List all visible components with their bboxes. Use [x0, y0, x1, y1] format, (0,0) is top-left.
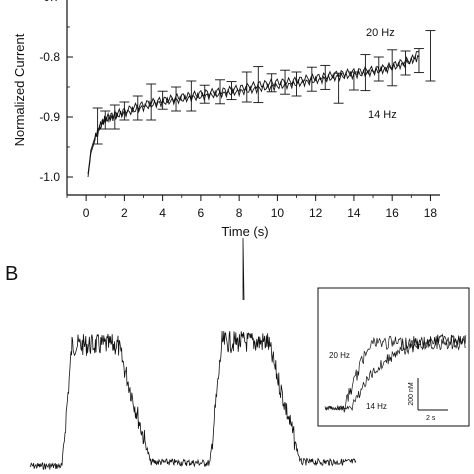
x-tick-label: 0	[83, 206, 90, 220]
inset-scale-label-x: 2 s	[426, 415, 436, 422]
x-tick-label: 2	[121, 206, 128, 220]
x-tick-label: 10	[271, 206, 285, 220]
x-tick-label: 6	[198, 206, 205, 220]
series-line-20hz	[87, 51, 420, 178]
series-line-14hz	[87, 54, 420, 175]
y-tick-label: -1.0	[39, 170, 60, 184]
inset-frame	[317, 287, 470, 427]
y-tick-label: -0.8	[39, 50, 60, 64]
inset-trace-14hz	[324, 333, 467, 411]
panel-b-inset: 20 Hz 14 Hz 200 nM 2 s	[317, 287, 470, 427]
panel-b-trace	[29, 237, 357, 470]
panel-a-error-bars	[92, 30, 436, 145]
panel-a-axes	[66, 0, 440, 196]
panel-a-y-ticks: -1.0 -0.9 -0.8 -0.7	[39, 0, 73, 184]
x-tick-label: 14	[347, 206, 361, 220]
inset-label-14hz: 14 Hz	[366, 402, 387, 411]
panel-b-label: B	[5, 263, 18, 285]
panel-a-x-ticks: 0 2 4 6 8 10 12 14 16 18	[66, 195, 438, 220]
annotation-14hz: 14 Hz	[368, 109, 397, 121]
y-axis-label: Normalized Current	[12, 33, 27, 146]
y-tick-label: -0.9	[39, 110, 60, 124]
x-tick-label: 12	[309, 206, 323, 220]
panel-b-chart: B 20 Hz 14 Hz 200 nM 2 s	[5, 237, 470, 470]
panel-a-series	[87, 51, 420, 178]
x-tick-label: 18	[424, 206, 438, 220]
x-tick-label: 8	[236, 206, 243, 220]
x-tick-label: 16	[385, 206, 399, 220]
x-axis-label: Time (s)	[221, 224, 268, 239]
x-tick-label: 4	[159, 206, 166, 220]
panel-a-chart: -1.0 -0.9 -0.8 -0.7 0 2 4 6 8 10 12 14 16 18 Normali…	[12, 0, 440, 239]
inset-trace-20hz	[324, 335, 466, 413]
inset-scale-label-y: 200 nM	[408, 382, 415, 406]
inset-label-20hz: 20 Hz	[329, 351, 350, 360]
annotation-20hz: 20 Hz	[366, 27, 395, 39]
y-tick-label: -0.7	[39, 0, 60, 4]
